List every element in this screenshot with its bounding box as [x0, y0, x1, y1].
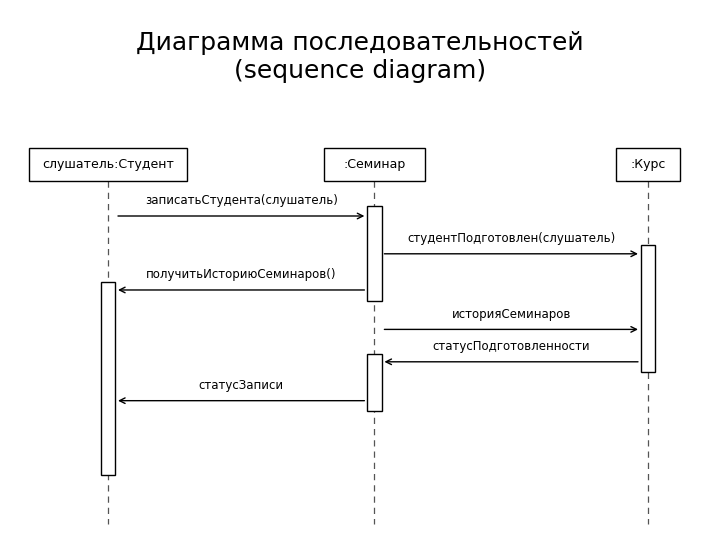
Bar — [29, 148, 187, 181]
Bar — [641, 245, 655, 372]
Text: Диаграмма последовательностей
(sequence diagram): Диаграмма последовательностей (sequence … — [136, 31, 584, 83]
Text: историяСеминаров: историяСеминаров — [451, 308, 571, 321]
Text: студентПодготовлен(слушатель): студентПодготовлен(слушатель) — [407, 232, 616, 245]
Text: :Курс: :Курс — [630, 158, 666, 171]
Text: статусЗаписи: статусЗаписи — [199, 379, 284, 392]
Text: статусПодготовленности: статусПодготовленности — [433, 340, 590, 353]
Text: :Семинар: :Семинар — [343, 158, 405, 171]
Bar — [367, 354, 382, 411]
Bar — [616, 148, 680, 181]
Bar — [101, 282, 115, 475]
Text: записатьСтудента(слушатель): записатьСтудента(слушатель) — [145, 194, 338, 207]
Bar — [324, 148, 425, 181]
Text: слушатель:Студент: слушатель:Студент — [42, 158, 174, 171]
Text: получитьИсториюСеминаров(): получитьИсториюСеминаров() — [146, 268, 336, 281]
Bar — [367, 206, 382, 301]
